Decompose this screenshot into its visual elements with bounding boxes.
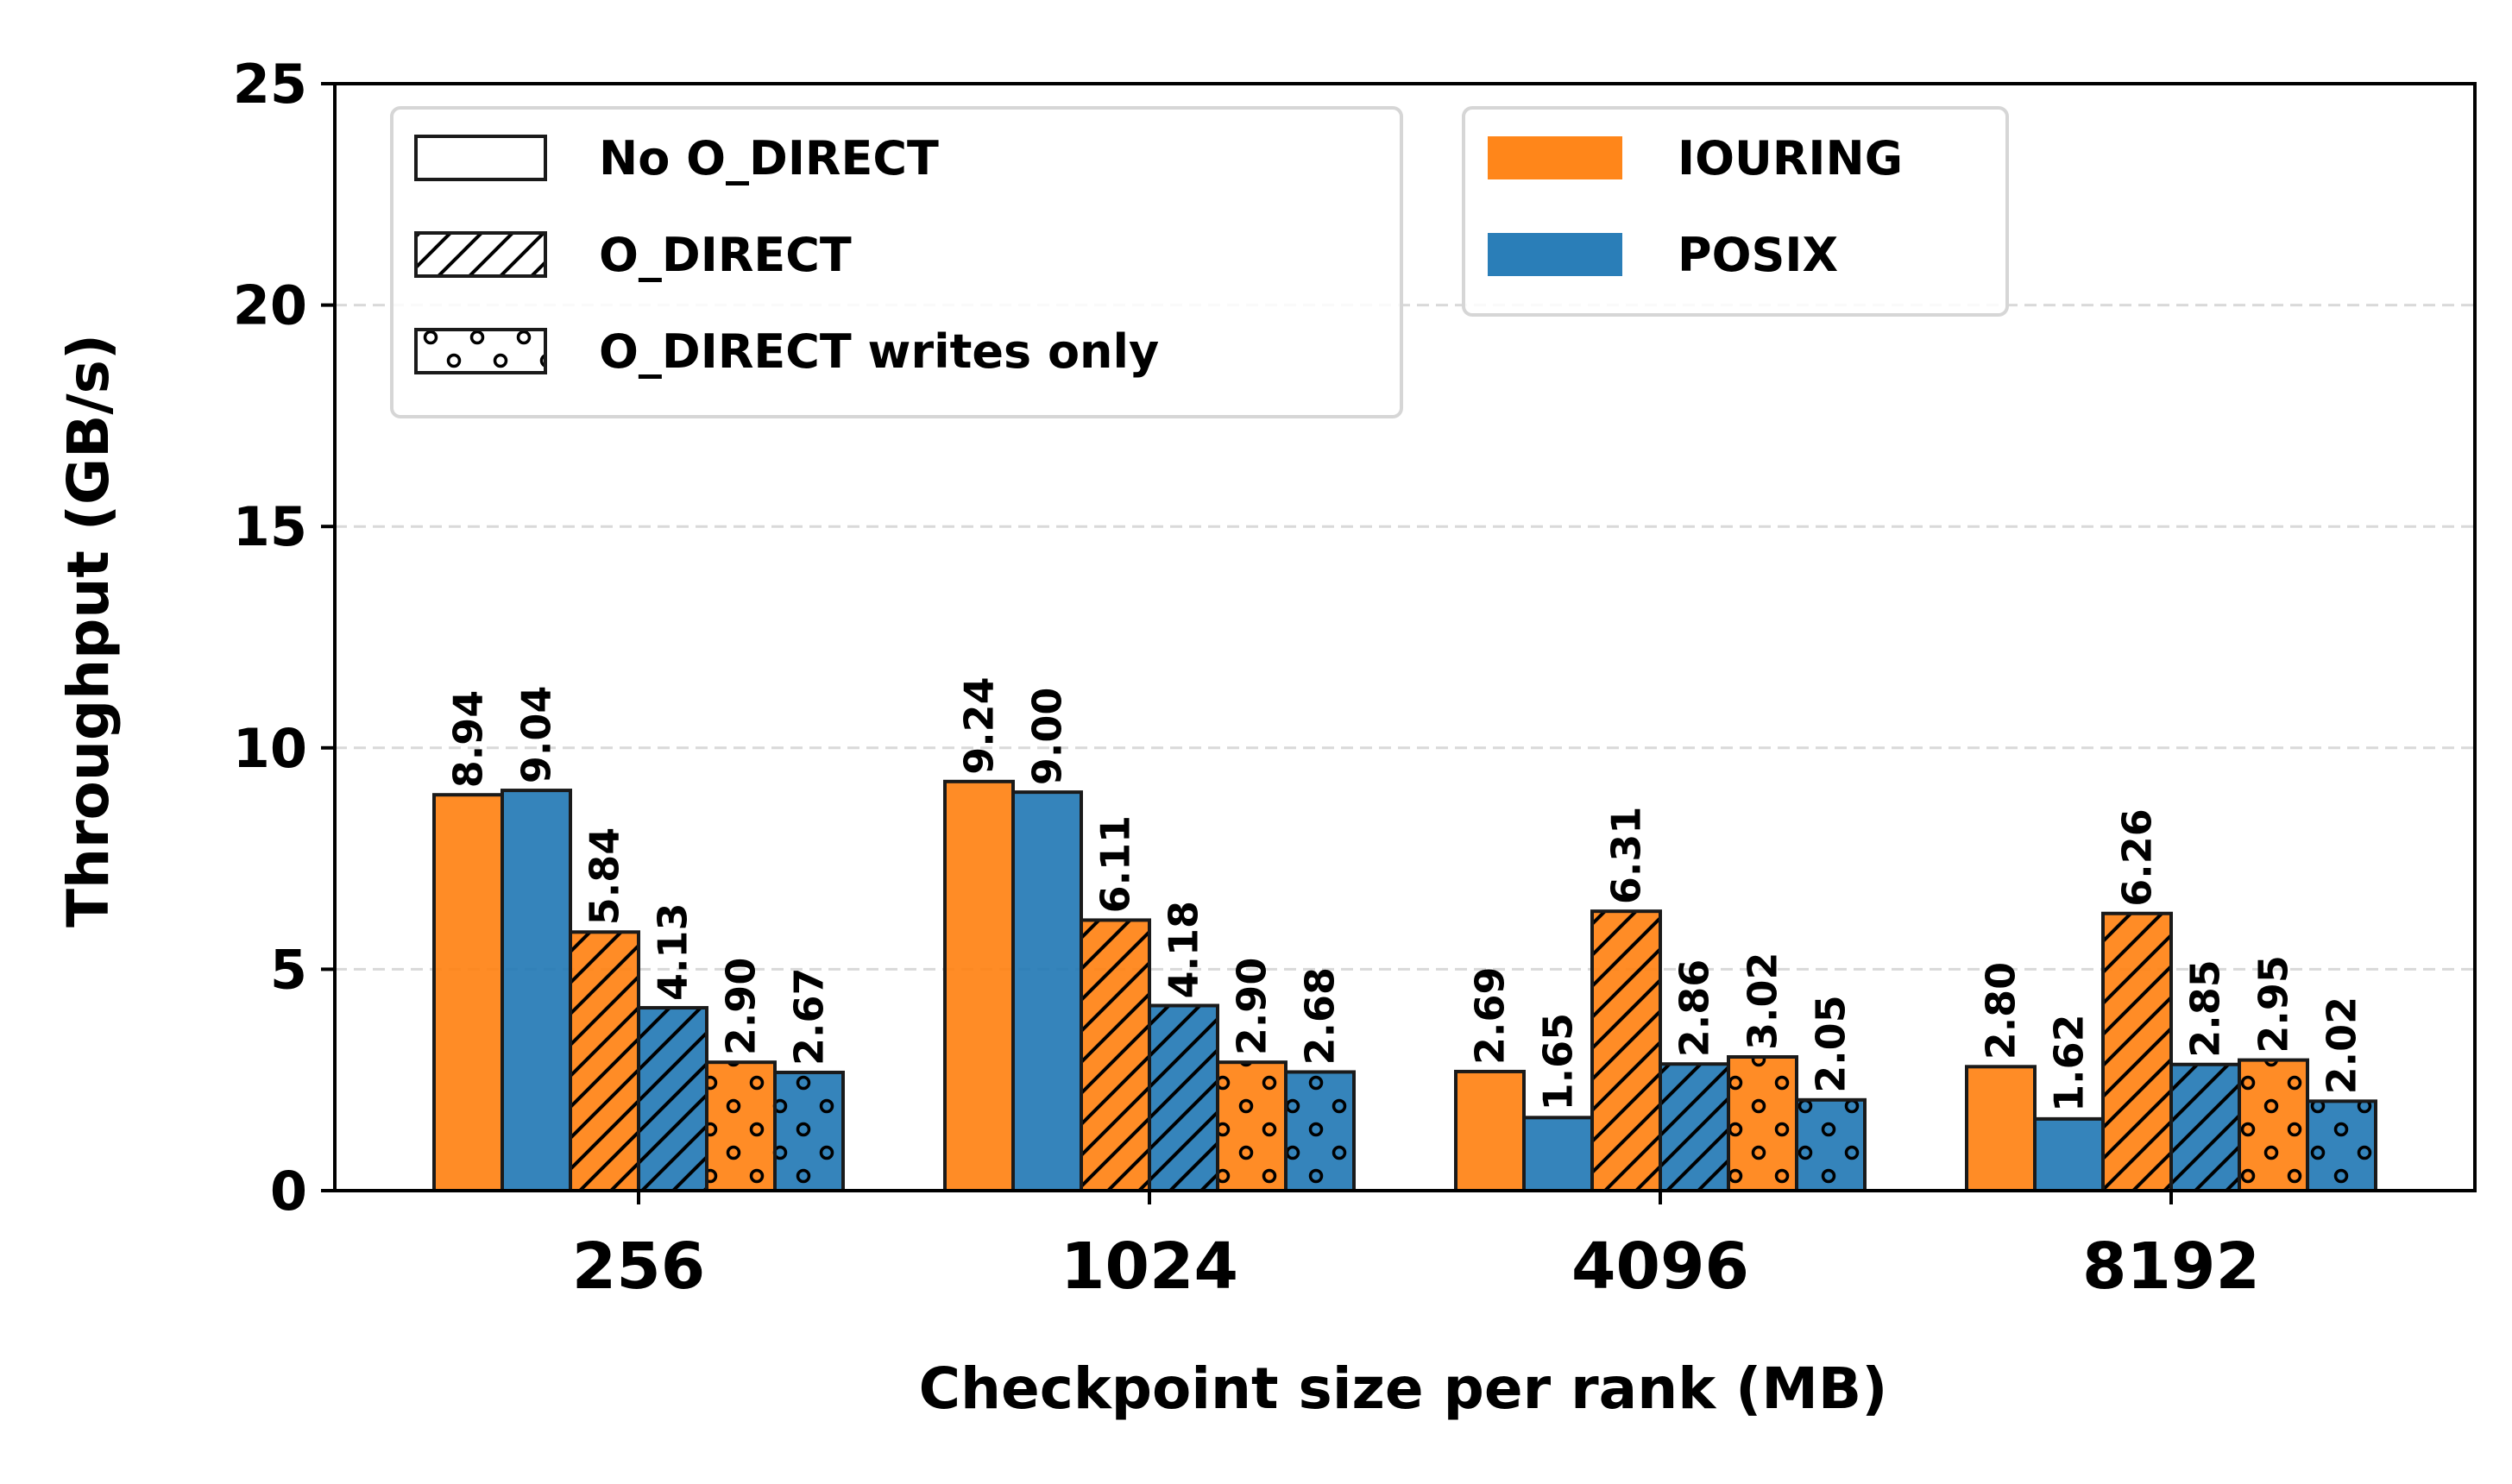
bar-hatch [1149,1005,1218,1191]
legend-swatch-hatch [416,330,545,373]
bar [1524,1117,1592,1191]
x-tick-label: 4096 [1571,1229,1749,1304]
y-tick-label: 0 [270,1160,307,1223]
legend-label: IOURING [1678,131,1903,186]
x-tick-label: 1024 [1061,1229,1238,1304]
data-label: 2.85 [2182,959,2229,1058]
data-label: 1.62 [2046,1014,2093,1112]
data-label: 6.31 [1603,807,1650,905]
y-tick-label: 10 [233,717,307,780]
bar [1967,1066,2035,1191]
bar-hatch [1592,911,1660,1191]
data-label: 2.67 [786,967,833,1066]
bar-hatch [707,1062,775,1191]
bar-hatch [2171,1064,2239,1191]
legend-frame [390,106,1403,418]
data-label: 4.18 [1161,901,1207,999]
bar-hatch [1728,1057,1797,1191]
data-label: 2.05 [1808,995,1854,1093]
data-label: 4.13 [650,903,696,1002]
data-label: 2.02 [2319,997,2365,1095]
legend-swatch-outline [414,135,547,181]
legend-swatch-outline [414,328,547,374]
data-label: 2.68 [1297,967,1344,1066]
axes: 0 5 10 15 20 25 256 1024 4096 8192 [233,53,2477,1304]
x-tick-label: 8192 [2082,1229,2260,1304]
data-label: 9.04 [513,686,560,784]
legend-hatch-modes: No O_DIRECT O_DIRECT O_DIRECT writes only [390,106,1403,418]
bars [432,779,2377,1193]
y-tick-label: 25 [233,53,307,116]
data-label: 9.24 [956,676,1003,775]
y-tick-label: 5 [270,938,307,1001]
gridlines [335,304,2475,971]
data-label: 2.95 [2251,955,2297,1053]
data-label: 3.02 [1740,953,1786,1051]
data-label: 6.11 [1092,815,1139,914]
data-label: 2.69 [1467,966,1514,1065]
bar [502,790,570,1191]
bar-hatch [1660,1064,1728,1191]
data-label: 2.80 [1978,962,2024,1060]
legend-swatch-outline [414,231,547,278]
bar-hatch [1218,1062,1286,1191]
bar [434,795,502,1191]
y-tick-label: 15 [233,495,307,558]
bar [1456,1071,1524,1191]
data-labels: 8.94 9.04 5.84 4.13 2.90 2.67 9.24 9.00 6.11 4.18… [445,676,2365,1112]
legend-implementations: IOURING POSIX [1462,106,2009,317]
data-label: 6.26 [2114,808,2161,907]
bar-hatch [2307,1101,2376,1191]
x-tick-label: 256 [572,1229,705,1304]
bar [1013,792,1081,1191]
plot-frame [333,82,2477,1192]
bar-hatch [2239,1060,2307,1191]
legend-color-swatch [1488,136,1622,179]
bar-hatch [1081,920,1149,1191]
data-label: 8.94 [445,690,492,789]
bar-hatch [775,1072,843,1191]
legend-label: O_DIRECT [599,228,852,282]
data-label: 5.84 [582,827,628,926]
x-axis-title: Checkpoint size per rank (MB) [919,1355,1888,1422]
bar-hatch [1286,1072,1354,1191]
data-label: 2.90 [1229,958,1275,1056]
legend-swatch [416,136,545,179]
bar-hatch [2103,913,2171,1191]
data-label: 9.00 [1024,688,1071,786]
bar [945,781,1013,1191]
data-label: 2.90 [718,958,765,1056]
legend-label: O_DIRECT writes only [599,324,1159,379]
bar-hatch [639,1008,707,1191]
bar-hatch [1797,1099,1865,1191]
legend-label: POSIX [1678,228,1838,282]
legend-color-swatch [1488,233,1622,276]
y-axis-title: Throughput (GB/s) [55,334,122,928]
bar [2035,1118,2103,1191]
bar-hatch [570,932,639,1191]
legend-swatch-hatch [416,233,545,276]
data-label: 1.65 [1535,1013,1582,1111]
legend-label: No O_DIRECT [599,131,939,186]
y-tick-label: 20 [233,274,307,337]
data-label: 2.86 [1672,959,1718,1058]
